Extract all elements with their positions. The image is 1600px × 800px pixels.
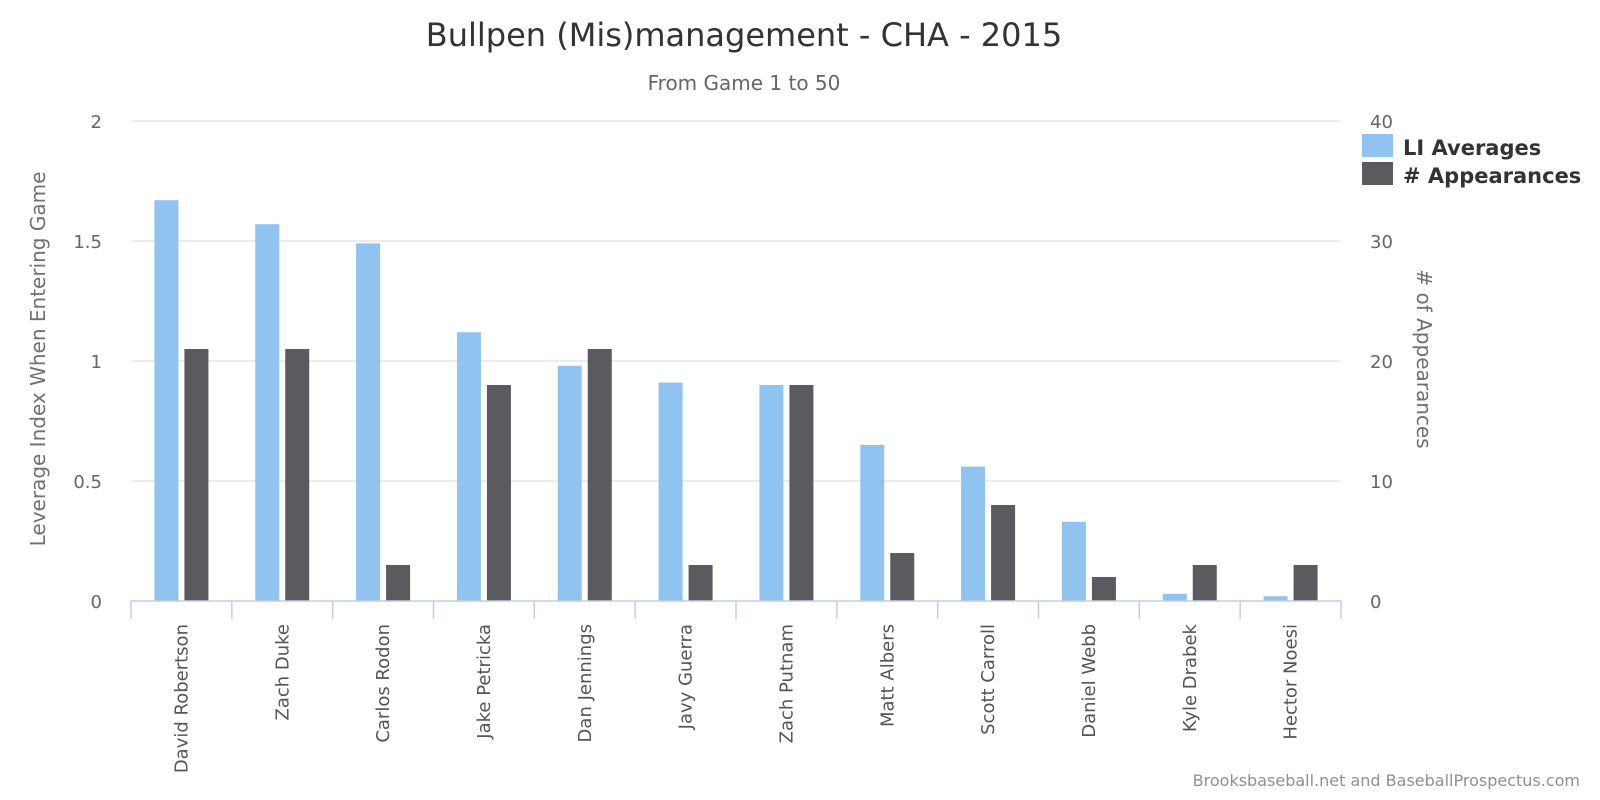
bar-appearances[interactable]	[184, 349, 209, 601]
axes	[130, 600, 1342, 619]
bar-li-average[interactable]	[255, 224, 280, 601]
x-category-label: Hector Noesi	[1281, 624, 1302, 740]
y-right-tick-label: 0	[1370, 592, 1381, 613]
x-category-label: David Robertson	[171, 624, 192, 773]
x-category-label: Daniel Webb	[1079, 624, 1100, 738]
chart-title: Bullpen (Mis)management - CHA - 2015	[426, 16, 1062, 54]
bar-appearances[interactable]	[386, 565, 411, 601]
x-category-label: Carlos Rodon	[373, 624, 394, 743]
bar-appearances[interactable]	[1091, 577, 1116, 601]
y-axis-right-title: # of Appearances	[1412, 269, 1436, 448]
bar-li-average[interactable]	[356, 243, 381, 601]
legend-label-li-averages[interactable]: LI Averages	[1403, 136, 1541, 160]
y-right-tick-label: 40	[1370, 112, 1393, 133]
legend-swatch-li-averages	[1362, 134, 1393, 157]
bar-appearances[interactable]	[486, 385, 511, 601]
bar-li-average[interactable]	[1263, 596, 1288, 601]
y-left-tick-label: 1.5	[73, 232, 102, 253]
x-category-label: Jake Petricka	[474, 624, 495, 740]
bar-appearances[interactable]	[688, 565, 713, 601]
y-left-tick-label: 1	[91, 352, 102, 373]
x-category-label: Zach Putnam	[776, 624, 797, 743]
y-right-tick-label: 30	[1370, 232, 1393, 253]
bar-li-average[interactable]	[456, 332, 481, 601]
legend-label-appearances[interactable]: # Appearances	[1403, 164, 1581, 188]
bar-appearances[interactable]	[285, 349, 310, 601]
bar-li-average[interactable]	[1162, 593, 1187, 601]
y-right-tick-label: 20	[1370, 352, 1393, 373]
legend-swatch-appearances	[1362, 162, 1393, 185]
x-category-label: Dan Jennings	[575, 624, 596, 742]
bar-appearances[interactable]	[991, 505, 1016, 601]
x-category-label: Zach Duke	[272, 624, 293, 721]
bar-li-average[interactable]	[154, 200, 179, 601]
bar-appearances[interactable]	[789, 385, 814, 601]
bar-li-average[interactable]	[961, 466, 986, 601]
bar-li-average[interactable]	[557, 365, 582, 601]
bar-li-average[interactable]	[658, 382, 683, 601]
bar-appearances[interactable]	[890, 553, 915, 601]
x-category-label: Scott Carroll	[978, 624, 999, 735]
bar-appearances[interactable]	[1192, 565, 1217, 601]
bar-li-average[interactable]	[860, 445, 885, 601]
y-left-tick-label: 0.5	[73, 472, 102, 493]
y-right-tick-label: 10	[1370, 472, 1393, 493]
y-left-tick-label: 0	[91, 592, 102, 613]
bar-li-average[interactable]	[1061, 521, 1086, 601]
bars	[154, 200, 1318, 601]
credits[interactable]: Brooksbaseball.net and BaseballProspectu…	[1193, 771, 1580, 790]
bar-appearances[interactable]	[587, 349, 612, 601]
legend: LI Averages # Appearances	[1362, 134, 1581, 188]
y-axis-left-title: Leverage Index When Entering Game	[26, 172, 50, 547]
gridlines	[131, 120, 1341, 482]
bar-appearances[interactable]	[1293, 565, 1318, 601]
x-category-label: Javy Guerra	[676, 624, 697, 730]
chart-subtitle: From Game 1 to 50	[648, 71, 841, 95]
x-category-label: Matt Albers	[877, 624, 898, 727]
y-left-tick-label: 2	[91, 112, 102, 133]
x-category-label: Kyle Drabek	[1180, 623, 1201, 732]
bar-li-average[interactable]	[759, 385, 784, 601]
